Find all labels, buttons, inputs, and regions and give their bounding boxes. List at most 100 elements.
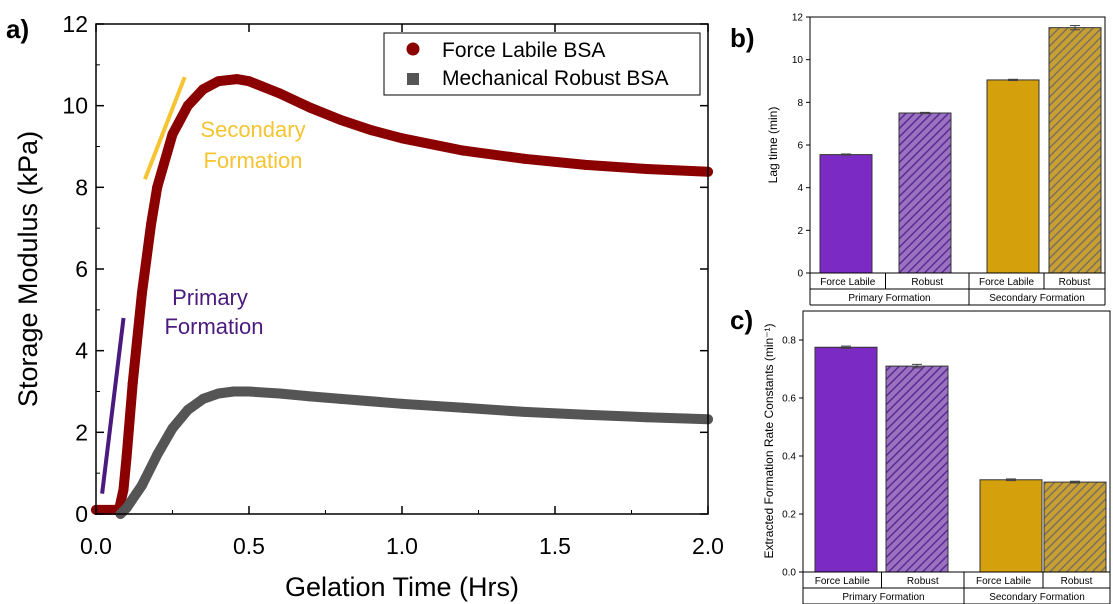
data-point (244, 386, 254, 397)
annotation-secondary-formation: Secondary Formation (200, 117, 305, 173)
data-point (228, 386, 239, 397)
data-point (458, 402, 469, 413)
group-label: Primary Formation (848, 293, 930, 304)
y-tick-label: 4 (75, 338, 88, 364)
bar-robust-primary (898, 112, 952, 274)
panel-c-frame (802, 310, 1111, 573)
data-point (136, 288, 147, 299)
panel-c-y-axis-title: Extracted Formation Rate Constants (min⁻… (762, 323, 776, 558)
category-label: Robust (1059, 277, 1091, 288)
annotation-secondary-line2: Formation (203, 148, 302, 173)
group-label: Secondary Formation (989, 293, 1085, 304)
y-tick-label: 10 (62, 93, 88, 119)
x-tick-label: 1.5 (539, 533, 571, 559)
y-tick-label: 10 (792, 55, 804, 66)
group-label: Secondary Formation (989, 592, 1085, 603)
y-tick-label: 12 (792, 13, 804, 24)
panel-c-category-axis: Force Labile Robust Force Labile Robust Prim… (802, 572, 1111, 604)
panel-c: c) 0.00.20.40.60.8 Force Labile Robust For… (730, 305, 1111, 604)
category-label: Robust (911, 277, 943, 288)
data-point (519, 406, 530, 417)
panel-c-y-ticks: 0.0 0.2 0.4 0.6 0.8 (782, 336, 803, 579)
panel-a-frame (95, 23, 709, 515)
legend-label-force-labile: Force Labile BSA (442, 39, 605, 62)
y-tick-label: 6 (797, 141, 803, 152)
category-label: Force Labile (976, 576, 1031, 587)
category-label: Robust (907, 576, 939, 587)
data-point (152, 182, 163, 193)
y-tick-label: 4 (797, 183, 803, 194)
x-tick-label: 1.0 (386, 533, 418, 559)
legend-label-mechanical-robust: Mechanical Robust BSA (442, 67, 668, 90)
series-line-mechanical-robust (115, 386, 713, 519)
data-point (182, 100, 193, 111)
y-tick-label: 0 (75, 501, 88, 527)
legend-box (383, 32, 701, 96)
bar-robust-secondary (1048, 27, 1102, 274)
data-point (580, 409, 591, 420)
category-label: Force Labile (820, 277, 875, 288)
data-point (641, 164, 652, 174)
panel-a-legend: Force Labile BSA Mechanical Robust BSA (383, 32, 701, 96)
x-tick-label: 2.0 (692, 533, 724, 559)
data-point (305, 391, 316, 402)
data-point (127, 378, 138, 389)
data-point (397, 398, 407, 409)
panel-b-bars (819, 25, 1102, 274)
data-point (118, 484, 129, 495)
annotation-primary-line2: Formation (164, 314, 263, 339)
panel-a-plot-area (91, 74, 713, 519)
panel-a-y-axis-title: Storage Modulus (kPa) (13, 131, 43, 407)
data-point (213, 76, 224, 87)
category-label: Robust (1061, 576, 1093, 587)
data-point (458, 145, 469, 156)
category-label: Force Labile (815, 576, 870, 587)
legend-marker-force-labile (406, 42, 420, 56)
group-label: Primary Formation (842, 592, 924, 603)
legend-marker-mechanical-robust (407, 73, 419, 85)
data-point (213, 388, 224, 399)
data-point (244, 76, 254, 87)
panel-a-letter: a) (6, 14, 29, 44)
primary-formation-guide-line (100, 317, 126, 494)
data-point (198, 84, 209, 95)
bar-robust-secondary (1043, 481, 1107, 573)
y-tick-label: 12 (62, 11, 88, 37)
y-tick-label: 0.4 (782, 452, 796, 463)
y-tick-label: 6 (75, 256, 88, 282)
x-tick-label: 0.5 (233, 533, 265, 559)
data-point (641, 412, 652, 423)
y-tick-label: 0.0 (782, 568, 796, 579)
panel-b-y-ticks: 0 2 4 6 8 10 12 (792, 13, 810, 280)
annotation-secondary-line1: Secondary (200, 117, 305, 142)
x-tick-label: 0.0 (80, 533, 112, 559)
panel-a-x-axis-title: Gelation Time (Hrs) (285, 572, 519, 602)
bar-force-labile-primary (814, 346, 878, 573)
data-point (198, 393, 209, 404)
data-point (519, 153, 530, 164)
data-point (231, 74, 242, 85)
data-point (136, 480, 147, 491)
panel-a-y-ticks: 0 2 4 6 8 10 12 (62, 11, 708, 527)
annotation-primary-formation: Primary Formation (164, 285, 263, 339)
y-tick-label: 8 (75, 174, 88, 200)
y-tick-label: 2 (797, 226, 803, 237)
y-tick-label: 0.6 (782, 394, 796, 405)
category-label: Force Labile (979, 277, 1034, 288)
data-point (397, 133, 407, 144)
data-point (335, 115, 346, 125)
panel-b-letter: b) (730, 23, 755, 53)
y-tick-label: 0 (797, 269, 803, 280)
panel-c-bars (814, 345, 1107, 573)
data-point (580, 159, 591, 170)
data-point (121, 451, 132, 462)
y-tick-label: 0.8 (782, 336, 796, 347)
data-point (366, 125, 377, 136)
secondary-formation-guide-line (143, 76, 187, 180)
y-tick-label: 8 (797, 98, 803, 109)
data-point (182, 404, 193, 415)
bar-robust-primary (885, 365, 949, 573)
panel-b-y-axis-title: Lag time (min) (766, 107, 780, 184)
panel-b-category-axis: Force Labile Robust Force Labile Robust Prim… (809, 273, 1106, 306)
